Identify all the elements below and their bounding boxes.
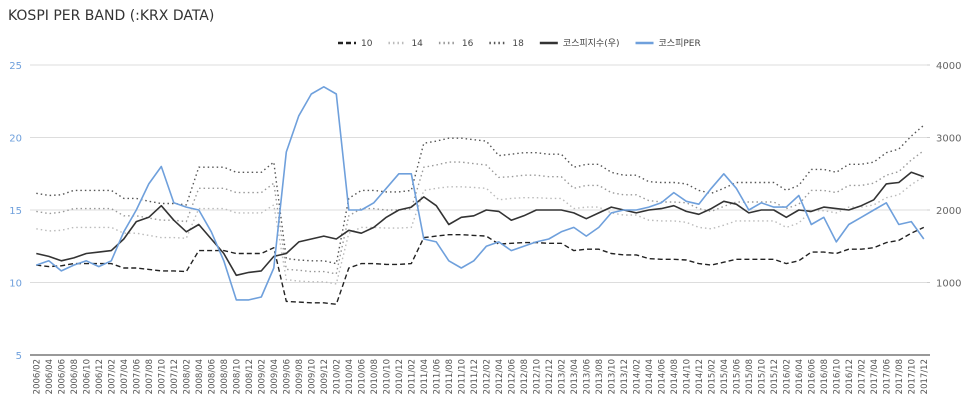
x-tick-label: 2014/06 <box>657 359 667 394</box>
x-tick-label: 2006/12 <box>95 359 105 394</box>
x-tick-label: 2011/02 <box>407 359 417 394</box>
x-tick-label: 2007/12 <box>170 359 180 394</box>
x-tick-label: 2010/02 <box>332 359 342 394</box>
x-tick-label: 2015/12 <box>770 359 780 394</box>
x-tick-label: 2008/06 <box>207 359 217 394</box>
x-tick-label: 2016/12 <box>845 359 855 394</box>
x-tick-label: 2011/04 <box>420 359 430 394</box>
legend-label: 14 <box>411 39 423 49</box>
x-tick-label: 2014/04 <box>645 359 655 394</box>
x-tick-label: 2016/06 <box>807 359 817 394</box>
x-tick-label: 2013/10 <box>607 359 617 394</box>
x-tick-label: 2009/12 <box>320 359 330 394</box>
x-tick-label: 2011/08 <box>445 359 455 394</box>
x-tick-label: 2009/10 <box>307 359 317 394</box>
x-tick-label: 2017/02 <box>857 359 867 394</box>
series-line <box>36 86 925 301</box>
x-tick-label: 2007/06 <box>132 359 142 394</box>
x-tick-label: 2016/08 <box>820 359 830 394</box>
x-tick-label: 2016/02 <box>782 359 792 394</box>
x-tick-label: 2015/02 <box>707 359 717 394</box>
x-tick-label: 2010/10 <box>382 359 392 394</box>
x-tick-label: 2011/12 <box>470 359 480 394</box>
x-tick-label: 2017/10 <box>907 359 917 394</box>
x-tick-label: 2017/04 <box>870 359 880 394</box>
chart-title: KOSPI PER BAND (:KRX DATA) <box>8 8 214 24</box>
series-line <box>36 124 925 265</box>
x-tick-label: 2006/02 <box>32 359 42 394</box>
y2-tick-label: 2000 <box>936 206 961 217</box>
y-tick-label: 10 <box>9 279 22 290</box>
y-tick-label: 5 <box>16 351 22 362</box>
x-tick-label: 2017/06 <box>882 359 892 394</box>
x-tick-label: 2015/08 <box>745 359 755 394</box>
x-tick-label: 2017/08 <box>895 359 905 394</box>
y2-tick-label: 4000 <box>936 61 961 72</box>
x-tick-label: 2006/08 <box>70 359 80 394</box>
x-tick-label: 2015/10 <box>757 359 767 394</box>
x-tick-label: 2017/12 <box>920 359 930 394</box>
x-tick-label: 2012/10 <box>532 359 542 394</box>
x-tick-label: 2008/10 <box>232 359 242 394</box>
x-tick-label: 2009/08 <box>295 359 305 394</box>
y-tick-label: 15 <box>9 206 22 217</box>
legend-label: 16 <box>462 39 474 49</box>
x-tick-label: 2012/02 <box>482 359 492 394</box>
y2-tick-label: 1000 <box>936 279 961 290</box>
x-tick-label: 2013/12 <box>620 359 630 394</box>
x-tick-label: 2014/12 <box>695 359 705 394</box>
x-tick-label: 2012/12 <box>545 359 555 394</box>
x-tick-label: 2016/10 <box>832 359 842 394</box>
x-tick-label: 2010/06 <box>357 359 367 394</box>
x-tick-label: 2010/08 <box>370 359 380 394</box>
x-tick-label: 2010/04 <box>345 359 355 394</box>
y-tick-label: 25 <box>9 61 22 72</box>
x-tick-label: 2007/08 <box>145 359 155 394</box>
x-tick-label: 2011/10 <box>457 359 467 394</box>
x-tick-label: 2010/12 <box>395 359 405 394</box>
x-tick-label: 2013/08 <box>595 359 605 394</box>
x-tick-label: 2014/10 <box>682 359 692 394</box>
x-tick-label: 2013/04 <box>570 359 580 394</box>
series-line <box>36 171 925 277</box>
legend-label: 10 <box>361 39 373 49</box>
x-tick-label: 2007/10 <box>157 359 167 394</box>
x-tick-label: 2013/06 <box>582 359 592 394</box>
x-tick-label: 2013/02 <box>557 359 567 394</box>
y-tick-label: 20 <box>9 134 22 145</box>
x-tick-label: 2014/08 <box>670 359 680 394</box>
y2-tick-label: 3000 <box>936 134 961 145</box>
x-tick-label: 2006/10 <box>82 359 92 394</box>
x-tick-label: 2014/02 <box>632 359 642 394</box>
x-tick-label: 2008/04 <box>195 359 205 394</box>
x-tick-label: 2015/04 <box>720 359 730 394</box>
x-tick-label: 2009/02 <box>257 359 267 394</box>
x-tick-label: 2007/02 <box>107 359 117 394</box>
x-tick-label: 2009/04 <box>270 359 280 394</box>
series-line <box>36 176 925 285</box>
x-tick-label: 2012/08 <box>520 359 530 394</box>
x-tick-label: 2012/06 <box>507 359 517 394</box>
x-tick-label: 2006/06 <box>57 359 67 394</box>
x-tick-label: 2009/06 <box>282 359 292 394</box>
legend-label: 코스피지수(우) <box>563 38 620 49</box>
x-tick-label: 2012/04 <box>495 359 505 394</box>
series-line <box>36 226 925 305</box>
legend-label: 코스피PER <box>659 38 701 49</box>
x-tick-label: 2008/08 <box>220 359 230 394</box>
x-tick-label: 2008/02 <box>182 359 192 394</box>
x-tick-label: 2007/04 <box>120 359 130 394</box>
x-tick-label: 2008/12 <box>245 359 255 394</box>
x-tick-label: 2011/06 <box>432 359 442 394</box>
x-tick-label: 2016/04 <box>795 359 805 394</box>
x-tick-label: 2015/06 <box>732 359 742 394</box>
legend-label: 18 <box>512 39 524 49</box>
x-tick-label: 2006/04 <box>45 359 55 394</box>
